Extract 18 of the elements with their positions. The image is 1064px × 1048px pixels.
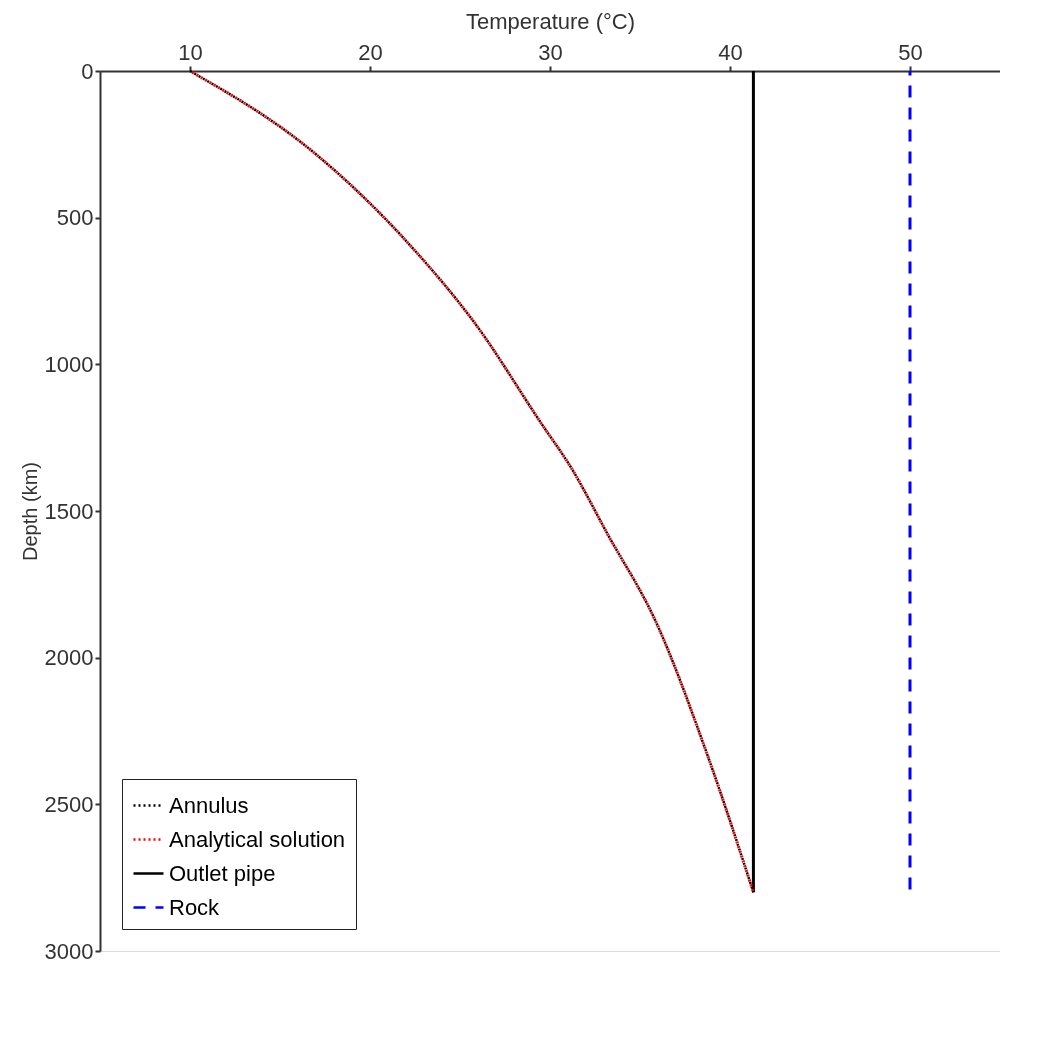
legend-label: Annulus [169,792,249,818]
legend-label: Analytical solution [169,826,346,852]
x-tick-label: 20 [358,39,383,65]
legend-label: Outlet pipe [169,860,276,886]
y-tick-label: 2500 [44,791,94,817]
y-tick-label: 1500 [44,498,94,524]
x-axis-title: Temperature (°C) [466,8,635,34]
x-tick-label: 30 [538,39,563,65]
x-tick-label: 10 [178,39,203,65]
legend-label: Rock [169,894,221,920]
y-tick-label: 2000 [44,645,94,671]
y-tick-label: 3000 [44,938,94,964]
y-tick-label: 1000 [44,351,94,377]
x-tick-label: 40 [718,39,743,65]
y-tick-label: 500 [56,205,94,231]
x-tick-label: 50 [898,39,923,65]
y-tick-label: 0 [81,58,94,84]
y-axis-title: Depth (km) [18,462,41,561]
